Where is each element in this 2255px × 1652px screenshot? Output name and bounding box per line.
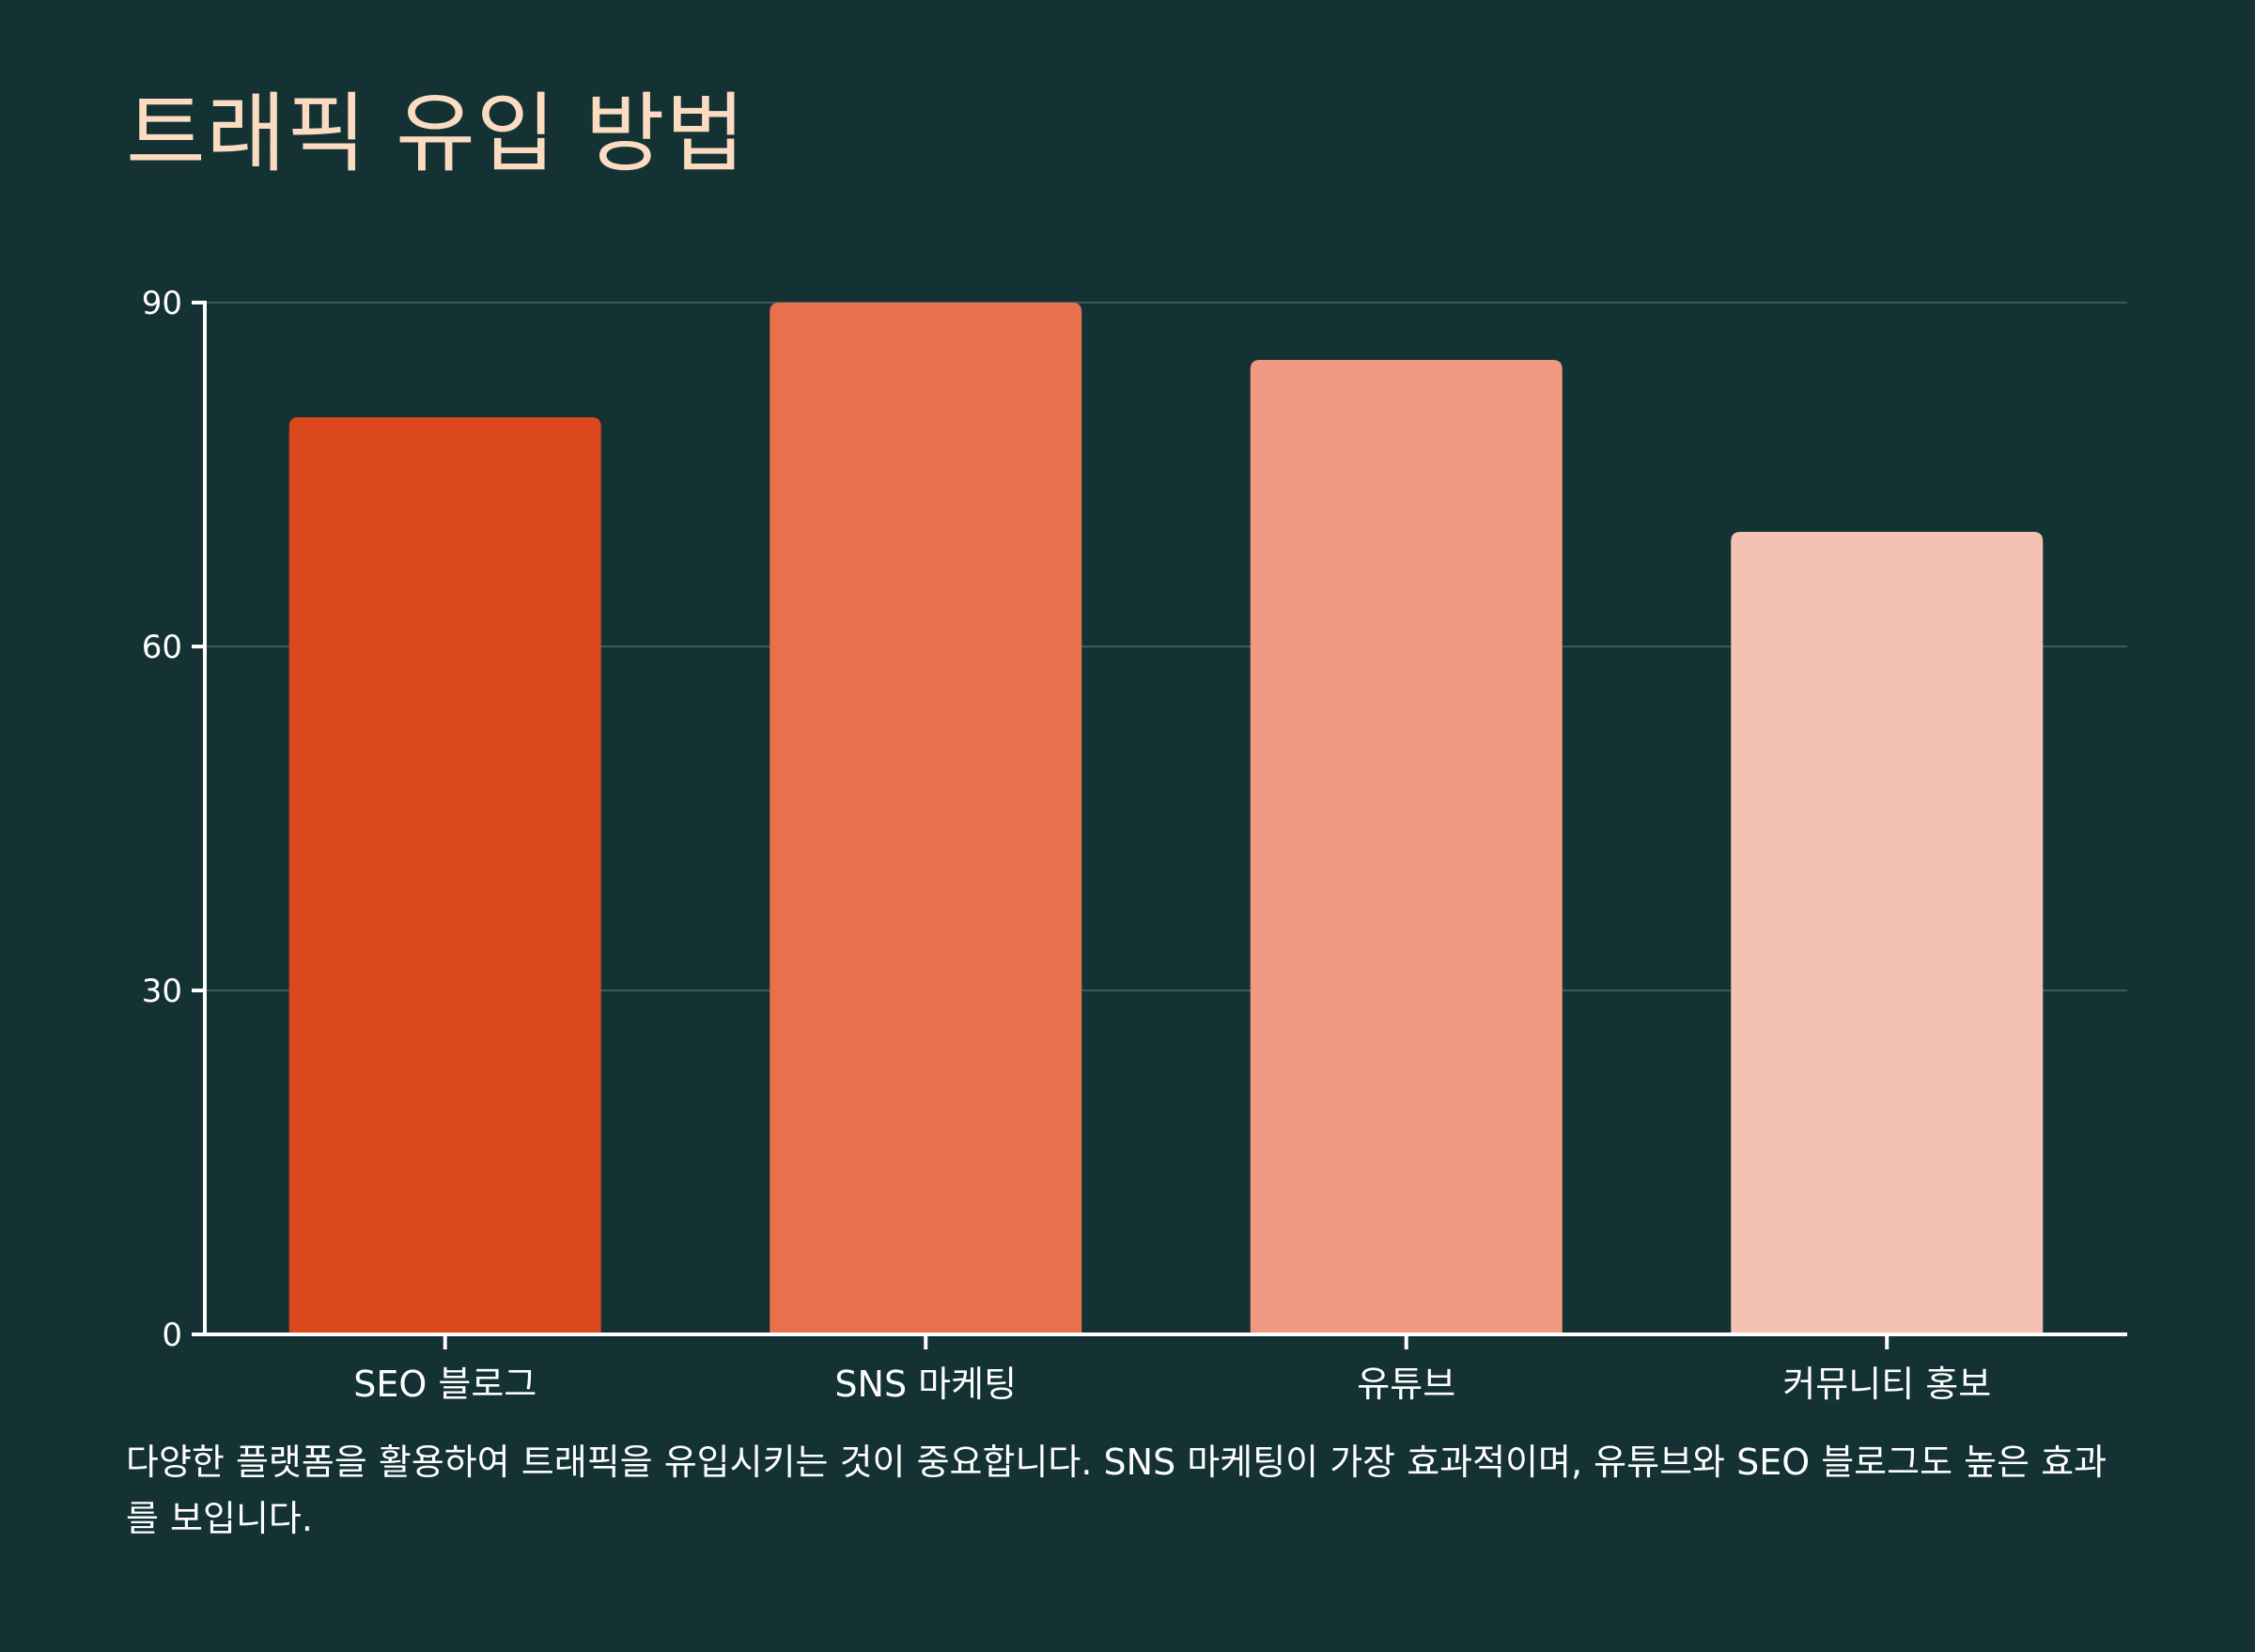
chart-caption: 다양한 플랫폼을 활용하여 트래픽을 유입시키는 것이 중요합니다. SNS 마… bbox=[126, 1442, 2107, 1539]
x-tick-label: 유튜브 bbox=[1357, 1364, 1455, 1405]
x-tick-label: SEO 블로그 bbox=[353, 1364, 537, 1405]
bar-4 bbox=[1731, 532, 2044, 1334]
axes bbox=[192, 301, 2127, 1349]
y-tick-label: 0 bbox=[162, 1317, 182, 1354]
bars bbox=[288, 303, 2044, 1334]
x-tick-label: 커뮤니티 홍보 bbox=[1782, 1364, 1991, 1405]
y-tick-label: 90 bbox=[142, 285, 182, 322]
chart-title: 트래픽 유입 방법 bbox=[126, 84, 746, 184]
y-tick-label: 60 bbox=[142, 629, 182, 666]
y-tick-label: 30 bbox=[142, 973, 182, 1010]
bar-2 bbox=[770, 303, 1082, 1334]
bar-chart: 0 30 60 90 SEO 블로그 SNS 마케팅 유튜브 커뮤니티 홍보 bbox=[142, 285, 2127, 1405]
bar-3 bbox=[1250, 360, 1563, 1334]
x-tick-label: SNS 마케팅 bbox=[834, 1364, 1017, 1405]
labels: 0 30 60 90 SEO 블로그 SNS 마케팅 유튜브 커뮤니티 홍보 bbox=[142, 285, 1991, 1405]
bar-1 bbox=[288, 417, 601, 1334]
